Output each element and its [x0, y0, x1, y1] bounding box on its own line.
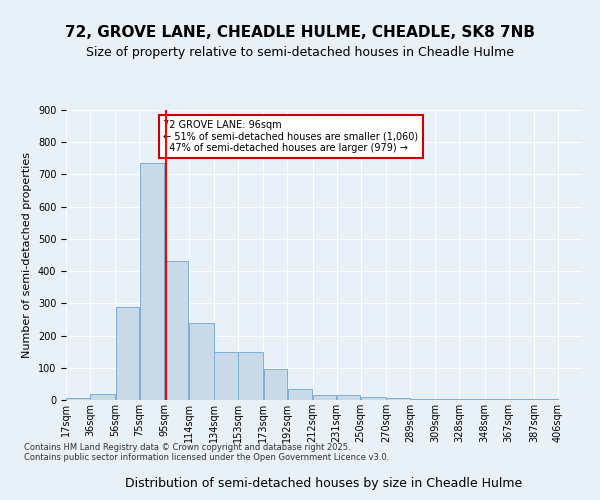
Bar [116, 306, 139, 400]
Bar [337, 395, 361, 400]
Bar [140, 163, 164, 400]
Bar [386, 398, 410, 400]
Text: 72 GROVE LANE: 96sqm
← 51% of semi-detached houses are smaller (1,060)
  47% of : 72 GROVE LANE: 96sqm ← 51% of semi-detac… [163, 120, 419, 153]
Bar [361, 397, 386, 400]
Bar [189, 322, 214, 400]
Bar [165, 262, 188, 400]
Text: Distribution of semi-detached houses by size in Cheadle Hulme: Distribution of semi-detached houses by … [125, 477, 523, 490]
Bar [263, 370, 287, 400]
Y-axis label: Number of semi-detached properties: Number of semi-detached properties [22, 152, 32, 358]
Text: Contains HM Land Registry data © Crown copyright and database right 2025.
Contai: Contains HM Land Registry data © Crown c… [24, 442, 389, 462]
Bar [214, 352, 238, 400]
Bar [66, 398, 90, 400]
Text: Size of property relative to semi-detached houses in Cheadle Hulme: Size of property relative to semi-detach… [86, 46, 514, 59]
Bar [287, 388, 313, 400]
Bar [238, 352, 263, 400]
Bar [90, 394, 115, 400]
Text: 72, GROVE LANE, CHEADLE HULME, CHEADLE, SK8 7NB: 72, GROVE LANE, CHEADLE HULME, CHEADLE, … [65, 25, 535, 40]
Bar [313, 395, 337, 400]
